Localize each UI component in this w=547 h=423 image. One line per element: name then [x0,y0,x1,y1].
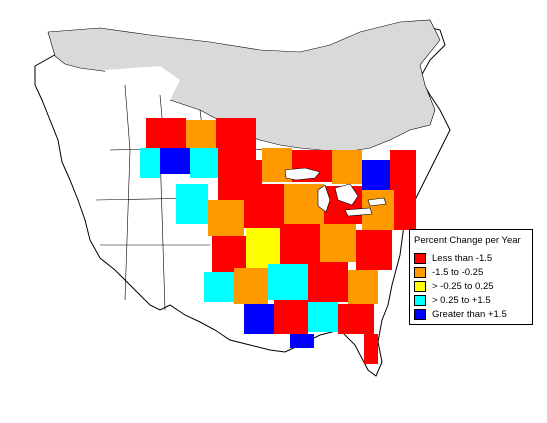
legend-item-decline: -1.5 to -0.25 [414,266,483,279]
legend-swatch [414,267,426,278]
legend-label: > 0.25 to +1.5 [432,295,491,306]
legend-label: Greater than +1.5 [432,309,507,320]
legend-swatch [414,309,426,320]
white-patch [105,66,180,110]
legend-item-increase: > 0.25 to +1.5 [414,294,491,307]
legend-item-less-than: Less than -1.5 [414,252,492,265]
legend: Percent Change per Year Less than -1.5 -… [409,229,533,325]
legend-item-stable: > -0.25 to 0.25 [414,280,494,293]
legend-swatch [414,253,426,264]
legend-swatch [414,295,426,306]
data-cells [140,118,416,364]
legend-swatch [414,281,426,292]
legend-item-greater-than: Greater than +1.5 [414,308,507,321]
legend-title: Percent Change per Year [414,235,521,246]
legend-label: > -0.25 to 0.25 [432,281,494,292]
legend-label: -1.5 to -0.25 [432,267,484,278]
legend-label: Less than -1.5 [432,253,493,264]
great-lakes [284,167,387,217]
